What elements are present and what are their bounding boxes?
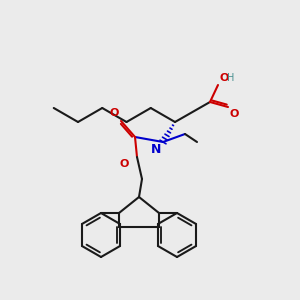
Text: H: H	[227, 73, 234, 83]
Text: N: N	[151, 143, 161, 156]
Text: O: O	[230, 109, 239, 119]
Text: O: O	[220, 73, 230, 83]
Text: O: O	[120, 159, 129, 169]
Text: O: O	[110, 108, 119, 118]
